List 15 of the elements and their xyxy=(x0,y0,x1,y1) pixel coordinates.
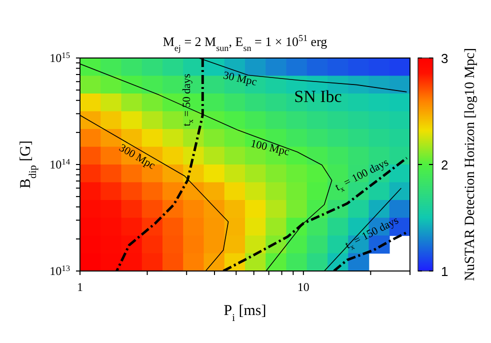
color-bar-label: 1 xyxy=(441,264,448,279)
color-bar-label: 3 xyxy=(441,51,448,66)
annotation: 30 Mpc xyxy=(222,69,258,88)
color-bar-title: NuSTAR Detection Horizon [log10 Mpc] xyxy=(463,48,478,281)
annotation: t$_{x}$ = 100 days xyxy=(333,156,390,194)
annotation: SN Ibc xyxy=(294,86,342,106)
color-bar-label: 2 xyxy=(441,158,448,172)
y-tick-label: 10$^{14}$ xyxy=(50,157,71,172)
y-tick-label: 10$^{13}$ xyxy=(50,264,70,278)
chart-title: M$_{ej}$ = 2 M$_{sun}$, E$_{sn}$ = 1 × 10$^{51}$ erg xyxy=(162,33,328,53)
x-axis-title: P$_{i}$ [ms] xyxy=(224,303,266,324)
x-tick-label: 10 xyxy=(297,280,310,294)
annotation: 300 Mpc xyxy=(117,142,158,172)
y-tick-label: 10$^{15}$ xyxy=(50,50,70,65)
annotation: 100 Mpc xyxy=(250,137,291,158)
